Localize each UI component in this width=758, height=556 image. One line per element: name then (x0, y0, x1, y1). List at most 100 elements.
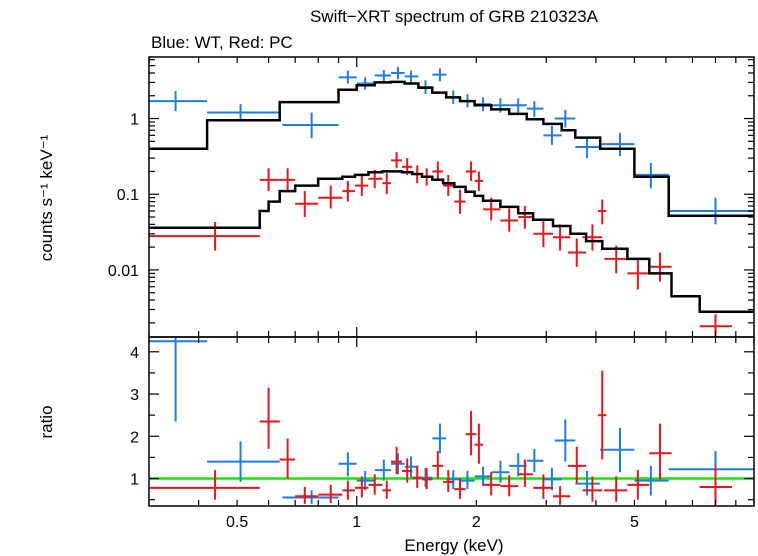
x-axis-label: Energy (keV) (404, 536, 503, 555)
pc-data-point (279, 438, 296, 479)
pc-data-point (649, 252, 672, 282)
wt-data-point (338, 452, 357, 477)
wt-data-point (282, 112, 339, 139)
wt-data-point (554, 419, 576, 462)
wt-data-point (668, 197, 754, 225)
y-tick-label: 0.01 (108, 263, 139, 280)
pc-data-point (567, 238, 587, 267)
wt-data-point (543, 125, 562, 145)
pc-data-point (500, 208, 519, 232)
pc-data-point (518, 205, 534, 229)
pc-data-point (342, 180, 355, 202)
pc-data-point (295, 486, 319, 504)
pc_model-model-line (149, 170, 754, 314)
pc-data-point (382, 480, 392, 499)
pc-data-point (454, 189, 466, 214)
plot-frame (148, 56, 755, 338)
pc-data-point (604, 245, 628, 274)
pc-data-point (149, 470, 260, 500)
y-tick-label: 1 (130, 112, 139, 129)
pc-data-point (443, 470, 455, 493)
pc-data-point (318, 484, 343, 504)
pc-data-point (598, 370, 607, 460)
pc-data-point (443, 174, 455, 196)
wt-data-point (356, 77, 375, 90)
pc-data-point (391, 446, 402, 475)
x-tick-label: 5 (630, 514, 639, 531)
wt-data-point (474, 466, 492, 487)
wt-data-point (526, 101, 544, 117)
pc-data-point (354, 175, 369, 196)
wt-data-point (460, 470, 475, 490)
wt_model-model-line (149, 80, 754, 217)
wt-data-point (432, 423, 447, 454)
pc-data-point (259, 387, 280, 449)
pc-data-point (533, 474, 554, 499)
y-axis-label-ratio: ratio (37, 405, 56, 438)
y-tick-label: 2 (130, 429, 139, 446)
pc-data-point (149, 221, 260, 251)
pc-data-point (553, 224, 571, 251)
wt-data-point (543, 467, 562, 491)
chart-title: Swift−XRT spectrum of GRB 210323A (310, 7, 599, 26)
wt-data-point (526, 448, 544, 473)
wt-data-point (391, 66, 405, 80)
wt-data-point (554, 109, 576, 128)
pc-data-point (318, 185, 343, 209)
pc-data-point (432, 451, 444, 479)
wt-data-point (374, 459, 392, 481)
plot-frame (148, 336, 755, 507)
wt-data-point (491, 460, 510, 483)
pc-data-point (627, 258, 650, 290)
x-tick-label: 1 (352, 514, 361, 531)
y-tick-label: 4 (130, 345, 139, 362)
chart-subtitle: Blue: WT, Red: PC (151, 33, 293, 52)
pc-data-point (279, 168, 296, 192)
y-tick-label: 0.1 (117, 187, 139, 204)
pc-data-point (382, 173, 392, 195)
wt-data-point (404, 70, 419, 83)
pc-data-point (368, 474, 383, 495)
pc-data-point (533, 220, 554, 248)
pc-data-point (474, 171, 484, 192)
wt-data-point (374, 69, 392, 82)
wt-data-point (575, 470, 601, 496)
wt-data-point (207, 104, 280, 121)
wt-data-point (634, 465, 669, 496)
pc-data-point (465, 161, 477, 181)
wt-data-point (149, 91, 208, 112)
pc-data-point (422, 467, 433, 490)
y-tick-label: 1 (130, 472, 139, 489)
wt-data-point (634, 162, 669, 189)
pc-data-point (582, 476, 603, 502)
wt-data-point (432, 68, 447, 82)
pc-data-point (474, 423, 484, 464)
pc-data-point (354, 476, 369, 498)
pc-data-point (295, 191, 319, 218)
pc-data-point (391, 152, 402, 169)
plot-area (149, 337, 754, 506)
pc-data-point (259, 168, 280, 192)
pc-data-point (500, 475, 519, 497)
wt-data-point (575, 136, 601, 159)
wt-data-point (509, 98, 527, 113)
y-tick-label: 3 (130, 387, 139, 404)
spectrum-panel: 0.01 0.1 1 (108, 56, 755, 338)
pc-data-point (401, 458, 413, 483)
pc-data-point (342, 480, 355, 500)
pc-data-point (649, 423, 672, 480)
wt-data-point (600, 132, 635, 156)
x-tick-label: 0.5 (226, 514, 248, 531)
pc-data-point (483, 472, 501, 496)
wt-data-point (391, 453, 405, 475)
y-axis-label-spectrum: counts s⁻¹ keV⁻¹ (37, 134, 56, 261)
pc-data-point (454, 478, 466, 499)
ratio-panel: 1 2 3 4 0.5 1 2 5 (130, 336, 755, 531)
pc-data-point (567, 446, 587, 483)
wt-data-point (338, 70, 357, 84)
pc-data-point (604, 476, 628, 502)
wt-data-point (668, 451, 754, 487)
pc-data-point (699, 465, 732, 506)
pc-data-point (432, 161, 444, 181)
